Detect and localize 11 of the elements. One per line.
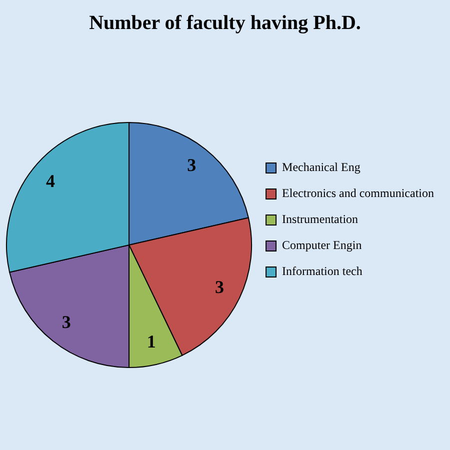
data-label: 3 <box>215 277 224 298</box>
data-label: 3 <box>62 312 71 332</box>
legend-label: Information tech <box>282 264 362 278</box>
chart-title: Number of faculty having Ph.D. <box>89 12 361 34</box>
data-label: 1 <box>146 332 156 352</box>
legend-label: Instrumentation <box>282 212 358 226</box>
data-label: 4 <box>46 171 55 192</box>
data-label: 3 <box>187 155 196 176</box>
legend-label: Electronics and communication <box>282 186 434 200</box>
legend-label: Mechanical Eng <box>282 160 360 174</box>
legend-label: Computer Engin <box>282 238 362 252</box>
